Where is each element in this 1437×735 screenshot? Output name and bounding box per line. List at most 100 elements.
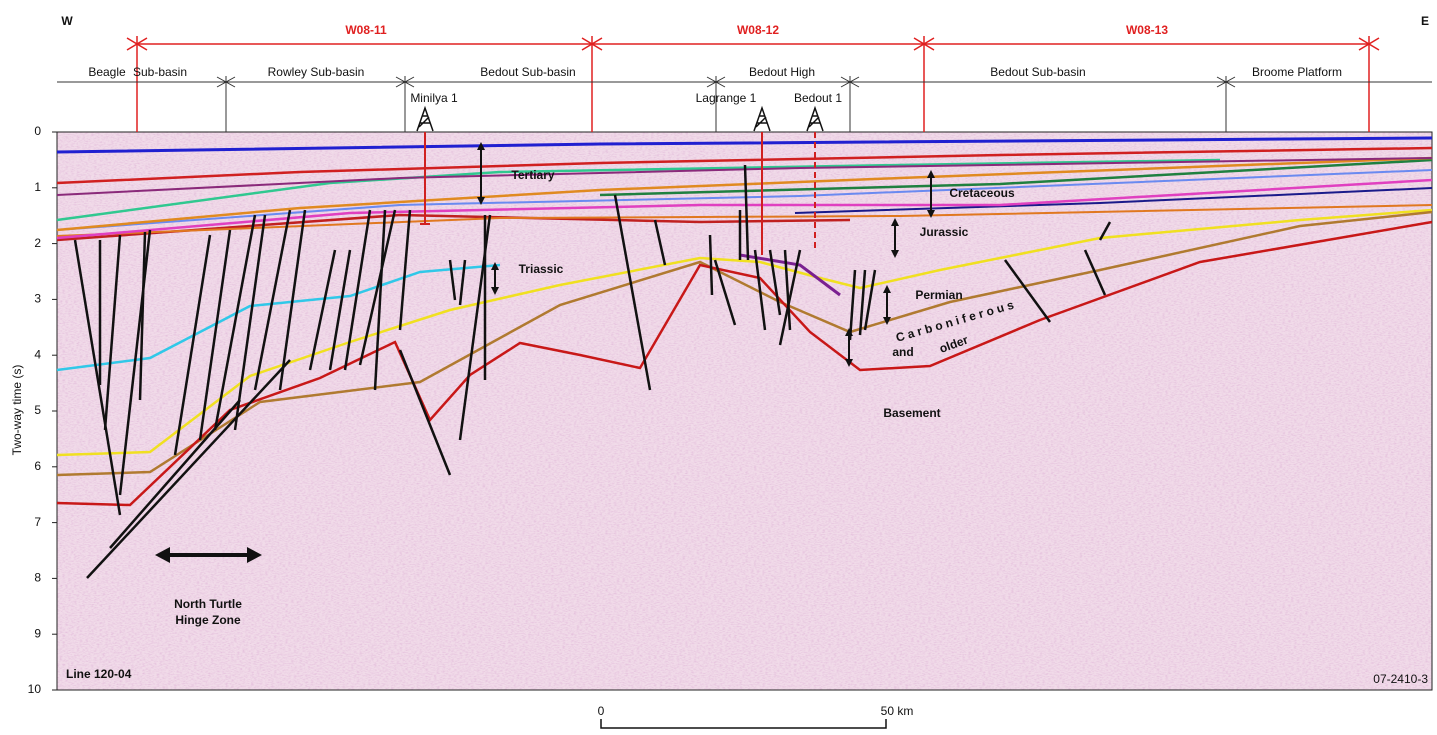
fault xyxy=(768,249,782,316)
well-derrick xyxy=(416,105,434,132)
scale-bar xyxy=(600,719,887,729)
fault xyxy=(653,219,667,266)
fault xyxy=(778,249,802,346)
survey-arrow xyxy=(581,37,603,51)
y-tick-label: 7 xyxy=(34,515,41,529)
unit-label: Permian xyxy=(915,288,962,302)
line-label: Line 120-04 xyxy=(66,667,132,681)
horizon xyxy=(56,158,1221,222)
horizon xyxy=(56,204,1433,237)
horizon xyxy=(56,220,1433,507)
y-tick-label: 9 xyxy=(34,626,41,640)
unit-label: Basement xyxy=(883,406,940,420)
horizon xyxy=(56,146,1433,185)
fault xyxy=(73,239,122,516)
fault xyxy=(86,359,291,579)
fault xyxy=(448,259,457,301)
scale-end: 50 km xyxy=(881,704,914,718)
y-tick-label: 8 xyxy=(34,571,41,585)
survey-arrow xyxy=(1358,37,1380,51)
survey-arrow xyxy=(913,37,935,51)
fault xyxy=(1083,249,1107,296)
east-label: E xyxy=(1421,14,1429,28)
province-label: Rowley Sub-basin xyxy=(268,65,365,79)
y-tick-label: 1 xyxy=(34,180,41,194)
fault xyxy=(138,231,147,401)
survey-label: W08-13 xyxy=(1126,23,1168,37)
fault xyxy=(753,249,767,331)
fault xyxy=(858,269,867,336)
arrow-head xyxy=(891,218,899,258)
arrow-head xyxy=(845,328,853,367)
survey-label: W08-12 xyxy=(737,23,779,37)
province-arrow xyxy=(395,76,415,88)
annotation: Hinge Zone xyxy=(175,613,241,627)
unit-label: Cretaceous xyxy=(949,186,1015,200)
fault xyxy=(398,209,412,331)
fault xyxy=(398,349,452,476)
fault xyxy=(708,234,714,296)
fault xyxy=(358,209,397,366)
y-tick-label: 10 xyxy=(28,682,42,696)
fault xyxy=(848,269,857,341)
province-label: Sub-basin xyxy=(133,65,187,79)
fault xyxy=(373,209,387,391)
annotation: North Turtle xyxy=(174,597,242,611)
survey-label: W08-11 xyxy=(345,23,387,37)
fault xyxy=(118,229,152,496)
well-derrick xyxy=(806,105,824,132)
province-arrow xyxy=(1216,76,1236,88)
y-tick-label: 5 xyxy=(34,403,41,417)
y-tick-label: 2 xyxy=(34,236,41,250)
province-label: Beagle xyxy=(88,65,126,79)
fault xyxy=(743,164,750,261)
well-label: Minilya 1 xyxy=(410,91,458,105)
horizon xyxy=(794,187,1433,214)
fault xyxy=(109,399,241,549)
y-tick-label: 0 xyxy=(34,124,41,138)
fault xyxy=(213,214,257,431)
horizon xyxy=(56,169,1433,231)
fault xyxy=(103,234,122,431)
province-arrow xyxy=(216,76,236,88)
unit-label: Jurassic xyxy=(920,225,969,239)
province-arrow xyxy=(840,76,860,88)
fault xyxy=(1003,259,1052,323)
fault xyxy=(343,209,372,371)
fault xyxy=(458,259,467,306)
fault xyxy=(278,209,307,391)
well-label: Lagrange 1 xyxy=(696,91,757,105)
province-label: Bedout High xyxy=(749,65,815,79)
horizon xyxy=(56,157,1433,196)
well-label: Bedout 1 xyxy=(794,91,842,105)
fault xyxy=(1098,221,1112,241)
fault xyxy=(863,269,877,331)
arrow-head xyxy=(883,285,891,325)
y-tick-label: 6 xyxy=(34,459,41,473)
fault xyxy=(198,229,232,441)
fault xyxy=(308,249,337,371)
fault xyxy=(713,259,737,326)
horizon xyxy=(56,156,1433,232)
fault xyxy=(328,249,352,371)
horizon xyxy=(56,178,1433,240)
horizon xyxy=(56,136,1433,154)
y-tick-label: 3 xyxy=(34,292,41,306)
y-tick-label: 4 xyxy=(34,347,41,361)
province-label: Broome Platform xyxy=(1252,65,1342,79)
fault xyxy=(233,214,267,431)
well-derrick xyxy=(753,105,771,132)
unit-label: Tertiary xyxy=(511,168,554,182)
y-axis-label: Two-way time (s) xyxy=(10,365,24,456)
horizon xyxy=(56,208,1433,457)
west-label: W xyxy=(61,14,73,28)
province-arrow xyxy=(706,76,726,88)
survey-arrow xyxy=(126,37,148,51)
fault xyxy=(783,249,792,331)
province-label: Bedout Sub-basin xyxy=(480,65,575,79)
unit-label: Triassic xyxy=(519,262,564,276)
arrow-head xyxy=(491,262,499,295)
figure-id: 07-2410-3 xyxy=(1373,672,1428,686)
horizon xyxy=(599,158,1433,197)
